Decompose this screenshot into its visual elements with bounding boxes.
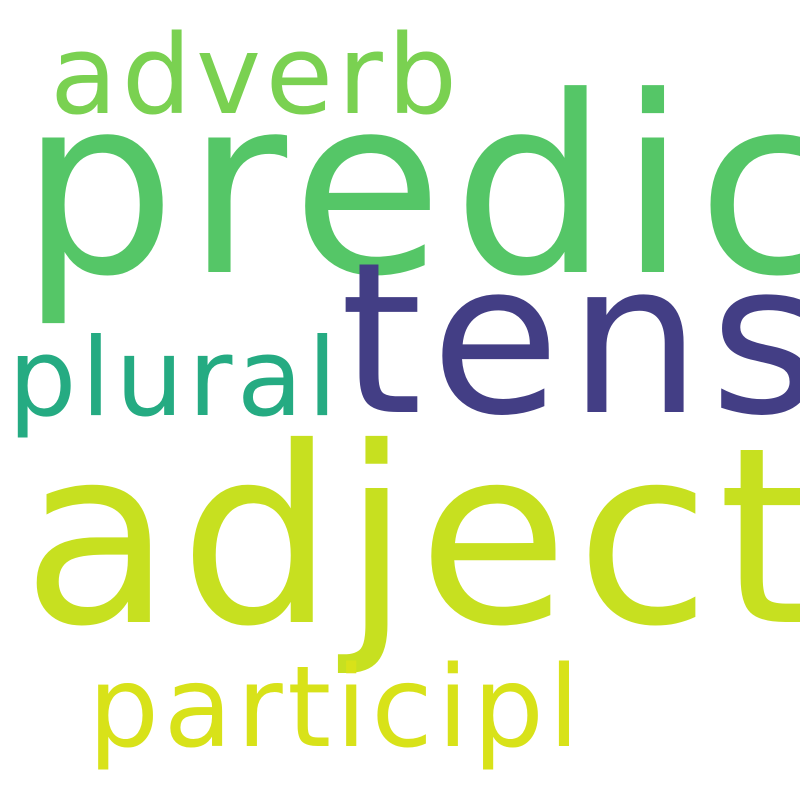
word-predic: predic (20, 45, 800, 331)
word-participl: participl (88, 643, 585, 773)
word-tens: tens (340, 217, 800, 462)
word-plural: plural (8, 316, 342, 441)
word-adject: adject (22, 395, 800, 680)
word-adverb: adverb (50, 11, 462, 139)
